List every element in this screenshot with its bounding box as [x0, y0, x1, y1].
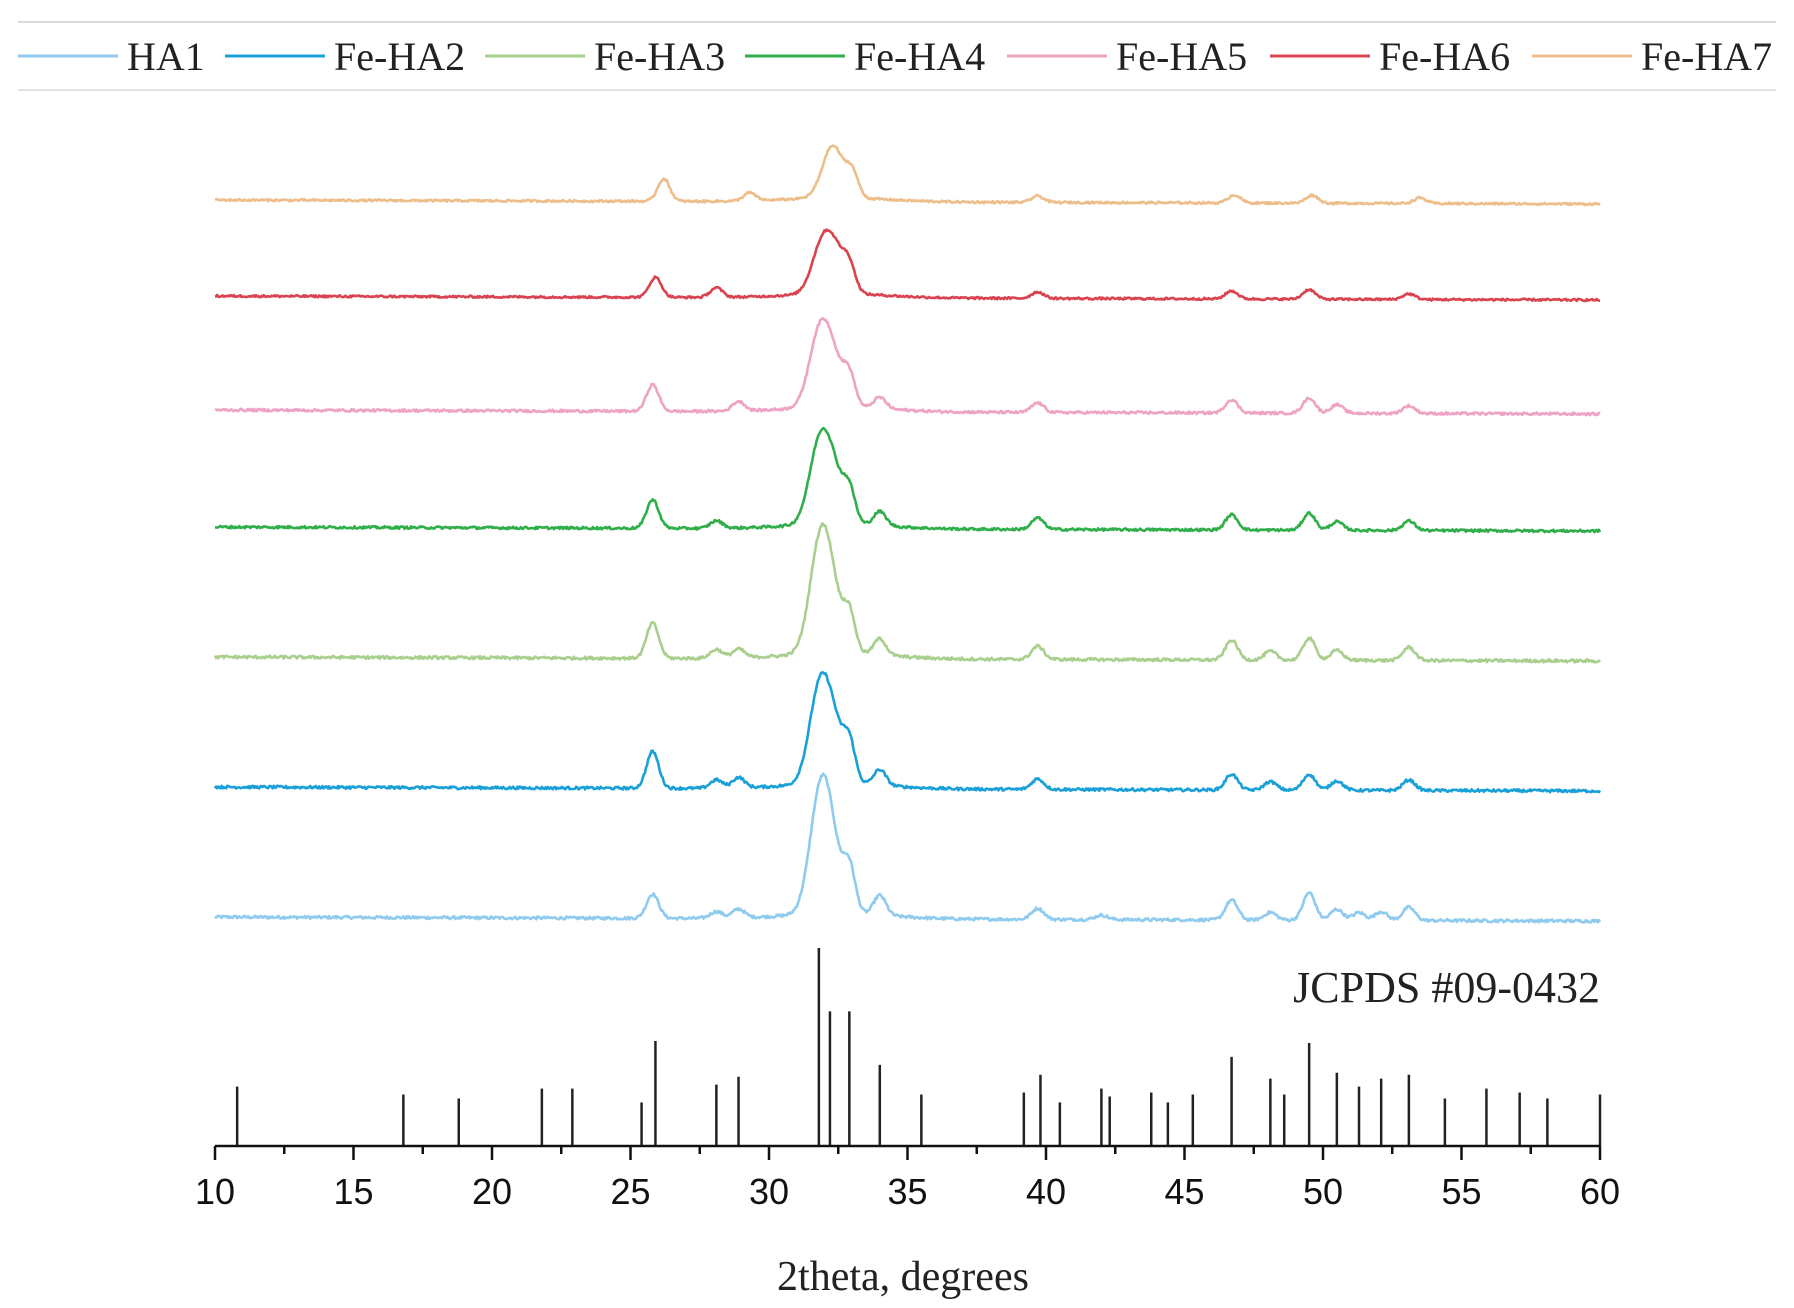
series-line: [214, 426, 1602, 534]
series-line: [214, 317, 1601, 417]
x-tick-label: 15: [333, 1171, 373, 1212]
x-tick-label: 50: [1303, 1171, 1343, 1212]
legend-label: Fe-HA5: [1116, 34, 1247, 79]
x-tick-label: 25: [610, 1171, 650, 1212]
series-line: [214, 144, 1601, 207]
reference-pattern: JCPDS #09-0432: [235, 948, 1602, 1146]
legend-label: Fe-HA2: [334, 34, 465, 79]
legend-label: Fe-HA3: [594, 34, 725, 79]
x-tick-label: 60: [1580, 1171, 1620, 1212]
legend-label: HA1: [127, 34, 205, 79]
series-line: [214, 228, 1601, 303]
x-tick-label: 30: [749, 1171, 789, 1212]
x-axis: 10 15 20 25 30 35 40 45 50 55 60: [195, 1144, 1620, 1212]
x-tick-label: 10: [195, 1171, 235, 1212]
x-tick-label: 40: [1026, 1171, 1066, 1212]
legend-label: Fe-HA4: [854, 34, 985, 79]
legend-label: Fe-HA6: [1379, 34, 1510, 79]
x-tick-label: 20: [472, 1171, 512, 1212]
reference-label: JCPDS #09-0432: [1293, 963, 1600, 1012]
series-traces: [213, 144, 1602, 924]
series-line: [213, 671, 1602, 794]
legend: HA1 Fe-HA2 Fe-HA3 Fe-HA4 Fe-HA5 Fe-HA6 Fe-HA7: [18, 21, 1776, 91]
x-tick-label: 45: [1164, 1171, 1204, 1212]
series-line: [213, 522, 1601, 664]
series-line: [214, 772, 1602, 924]
legend-label: Fe-HA7: [1641, 34, 1772, 79]
x-tick-label: 35: [887, 1171, 927, 1212]
x-tick-label: 55: [1441, 1171, 1481, 1212]
x-axis-title: 2theta, degrees: [777, 1254, 1029, 1300]
